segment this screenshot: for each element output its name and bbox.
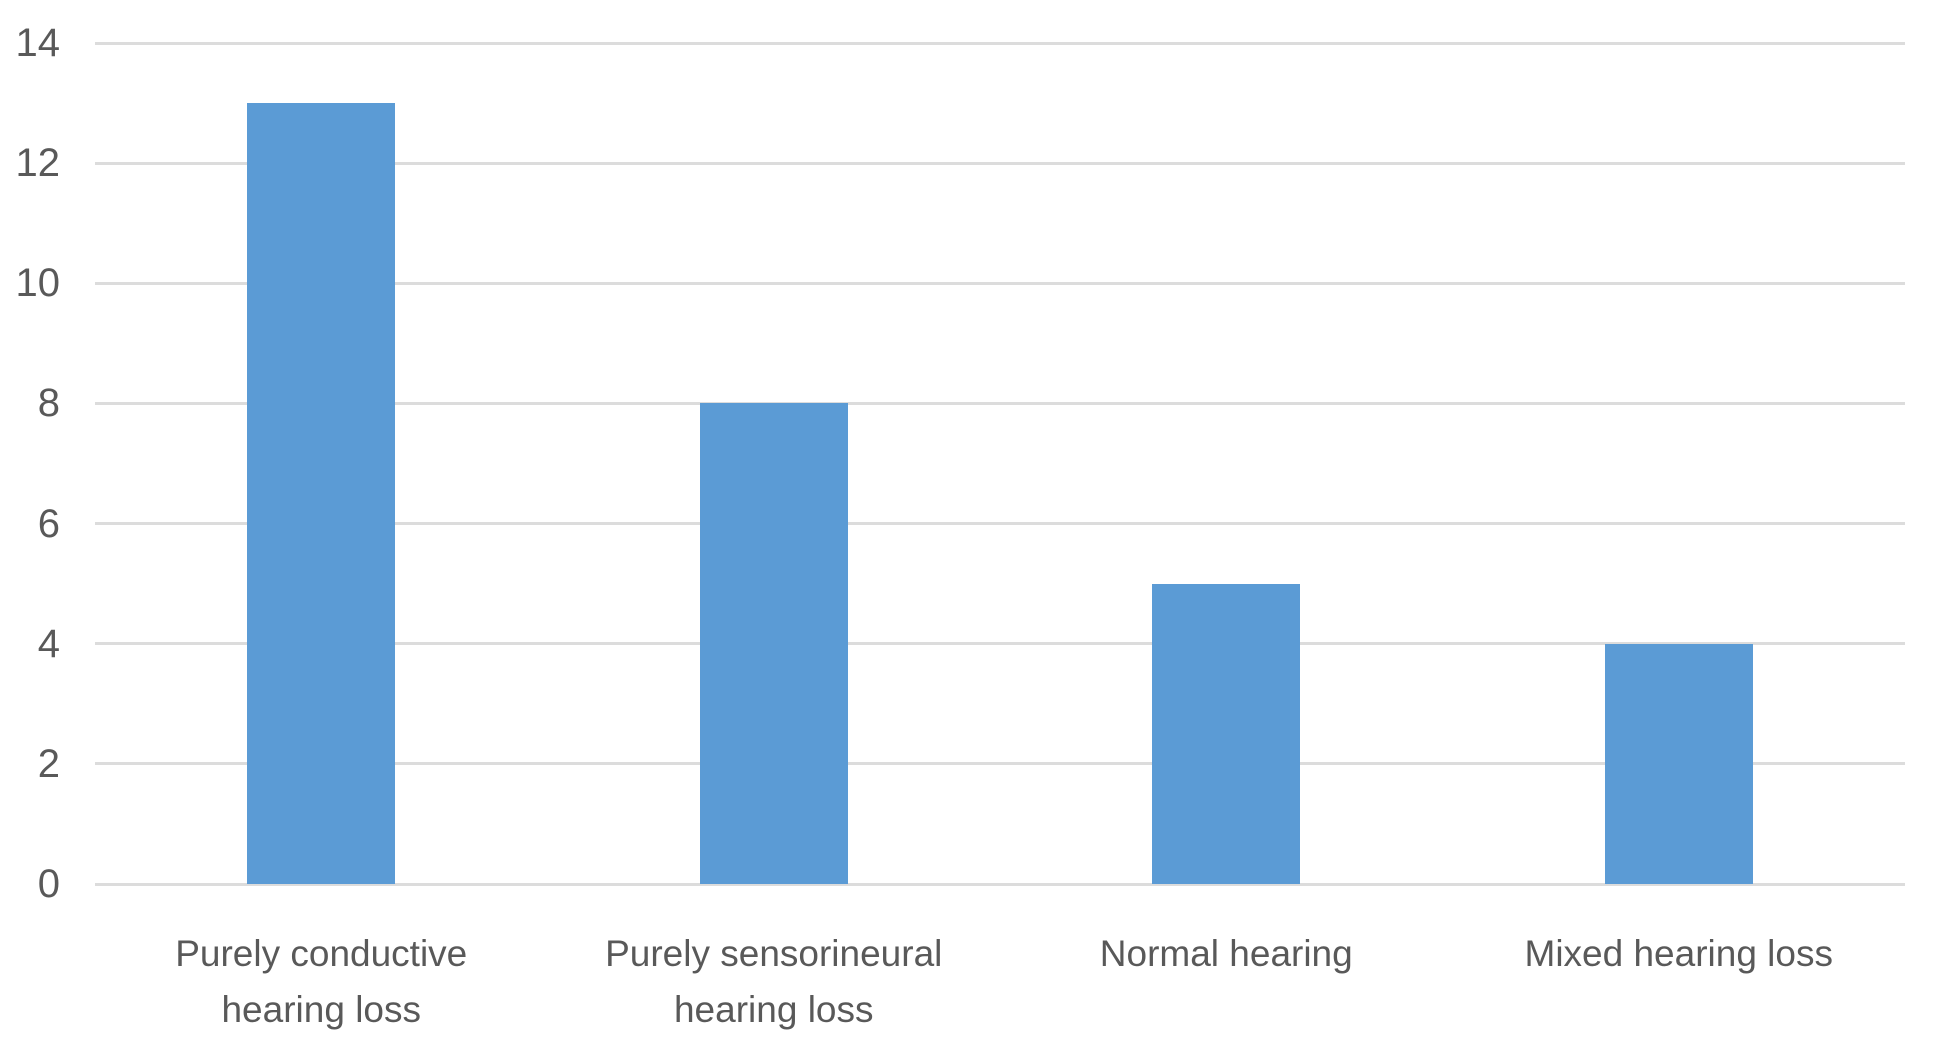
x-category-label: Mixed hearing loss [1449, 926, 1909, 982]
y-tick-label: 0 [37, 862, 60, 906]
x-category-label: Normal hearing [996, 926, 1456, 982]
bar [247, 103, 396, 884]
x-category-label-line: hearing loss [221, 988, 421, 1030]
gridline [95, 281, 1905, 285]
y-tick-label: 12 [15, 141, 61, 186]
gridline [95, 401, 1905, 405]
x-category-label-line: Purely sensorineural [605, 933, 943, 974]
x-category-label-line: Mixed hearing loss [1524, 933, 1833, 974]
y-tick-label: 14 [15, 21, 61, 65]
x-category-label-line: Normal hearing [1099, 933, 1353, 974]
y-tick-label: 4 [37, 621, 60, 666]
bar [1604, 643, 1753, 884]
gridline [95, 41, 1905, 45]
gridline [95, 161, 1905, 165]
x-category-label: Purely conductive hearing loss [91, 926, 551, 1037]
x-category-label: Purely sensorineural hearing loss [544, 926, 1004, 1037]
gridline [95, 882, 1905, 886]
gridline [95, 642, 1905, 646]
y-tick-label: 2 [37, 741, 60, 786]
y-tick-label: 8 [37, 381, 60, 426]
bar [699, 403, 848, 884]
y-tick-label: 6 [37, 501, 60, 546]
gridline [95, 522, 1905, 526]
y-tick-label: 10 [15, 261, 61, 306]
x-category-label-line: Purely conductive [175, 933, 468, 974]
x-category-label-line: hearing loss [673, 988, 874, 1030]
gridline [95, 762, 1905, 766]
bar [1152, 583, 1301, 884]
